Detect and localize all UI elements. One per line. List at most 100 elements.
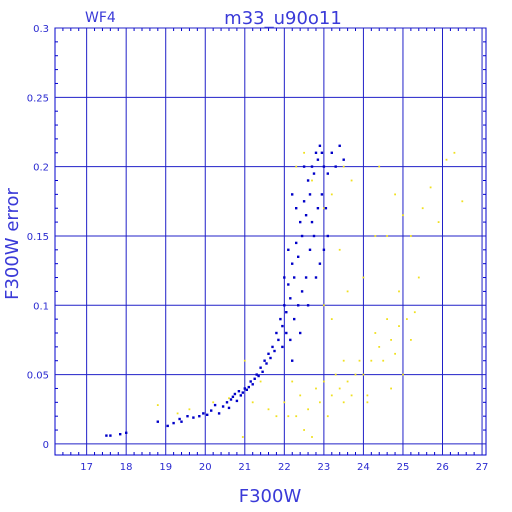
data-point-yellow	[212, 401, 215, 404]
data-point-blue	[322, 248, 326, 251]
data-point-blue	[297, 304, 300, 307]
data-point-blue	[186, 415, 189, 418]
data-point-yellow	[406, 318, 408, 320]
data-point-blue	[251, 383, 254, 386]
y-tick-label: 0.15	[27, 232, 49, 243]
data-point-blue	[192, 416, 195, 419]
data-point-blue	[257, 374, 260, 378]
data-point-yellow	[358, 359, 361, 362]
data-point-yellow	[366, 394, 369, 397]
data-point-blue	[306, 304, 310, 307]
data-point-yellow	[299, 394, 302, 397]
data-point-yellow	[366, 401, 369, 404]
tick-labels: 17 18 19 20 21 22 23 24 25 26 27 0 0.05 0.1 0.15 0.2 0.2…	[27, 24, 489, 473]
data-point-yellow	[303, 429, 305, 431]
x-tick-label: 25	[397, 462, 410, 473]
data-point-blue	[235, 399, 239, 403]
data-point-yellow	[421, 207, 424, 210]
data-point-yellow	[370, 359, 373, 362]
data-point-blue	[293, 276, 296, 279]
data-point-yellow	[398, 325, 400, 327]
data-point-blue	[221, 405, 225, 408]
data-point-blue	[302, 165, 306, 168]
data-point-blue	[210, 409, 213, 412]
x-axis-title: F300W	[239, 486, 302, 507]
data-point-blue	[291, 359, 294, 362]
data-point-blue	[326, 172, 329, 175]
data-point-yellow	[342, 165, 345, 168]
x-tick-label: 23	[318, 462, 331, 473]
data-point-blue	[265, 362, 268, 365]
data-point-yellow	[315, 387, 317, 390]
data-point-blue	[320, 151, 324, 154]
data-point-blue	[172, 421, 175, 425]
data-point-yellow	[378, 165, 381, 168]
data-point-yellow	[398, 290, 400, 293]
data-point-blue	[245, 388, 248, 391]
data-point-blue	[299, 220, 302, 224]
data-point-blue	[198, 415, 201, 418]
data-point-yellow	[275, 415, 278, 418]
data-point-yellow	[402, 214, 404, 217]
data-point-yellow	[259, 380, 262, 383]
data-point-blue	[297, 255, 300, 258]
data-point-yellow	[176, 412, 179, 415]
data-point-yellow	[346, 380, 349, 383]
y-tick-label: 0.2	[33, 163, 49, 174]
data-point-yellow	[311, 436, 313, 438]
y-axis-title: F300W error	[2, 188, 23, 300]
data-point-yellow	[362, 276, 365, 279]
data-point-blue	[300, 290, 304, 293]
data-point-yellow	[374, 332, 377, 334]
x-tick-label: 18	[120, 462, 133, 473]
data-point-yellow	[334, 373, 337, 376]
data-point-yellow	[382, 359, 385, 362]
data-point-yellow	[394, 352, 396, 355]
data-point-blue	[237, 390, 241, 393]
data-point-blue	[217, 412, 221, 415]
data-point-yellow	[394, 193, 396, 196]
data-point-blue	[206, 413, 209, 416]
data-point-yellow	[267, 408, 270, 411]
data-point-blue	[156, 420, 159, 423]
data-point-blue	[249, 380, 252, 383]
data-point-blue	[285, 331, 288, 335]
data-point-blue	[287, 283, 290, 286]
data-point-blue	[306, 179, 310, 182]
data-point-blue	[310, 165, 314, 168]
data-point-yellow	[319, 401, 321, 404]
data-point-blue	[178, 417, 181, 421]
data-point-yellow	[402, 373, 404, 376]
plot-frame	[54, 27, 487, 456]
data-point-yellow	[386, 318, 388, 320]
data-point-yellow	[386, 235, 388, 237]
data-point-blue	[271, 345, 274, 349]
data-point-blue	[269, 356, 272, 360]
data-point-blue	[281, 324, 284, 328]
data-point-blue	[312, 172, 316, 175]
data-point-yellow	[350, 394, 353, 397]
data-point-blue	[213, 403, 217, 407]
y-tick-label: 0	[43, 440, 49, 451]
data-point-yellow	[350, 179, 353, 182]
x-tick-label: 19	[159, 462, 172, 473]
data-point-blue	[263, 359, 266, 362]
data-point-blue	[295, 207, 298, 210]
data-point-blue	[267, 352, 270, 355]
data-point-yellow	[330, 193, 333, 196]
data-point-yellow	[311, 179, 313, 182]
data-point-yellow	[188, 408, 191, 411]
data-point-blue	[314, 276, 318, 279]
data-point-blue	[326, 234, 329, 238]
data-point-blue	[304, 214, 308, 217]
data-point-blue	[312, 234, 316, 238]
data-point-blue	[243, 387, 246, 390]
data-point-blue	[291, 262, 294, 265]
data-point-yellow	[453, 151, 456, 154]
data-point-blue	[318, 144, 322, 147]
data-point-yellow	[378, 346, 381, 348]
data-point-blue	[255, 373, 258, 376]
data-point-yellow	[295, 165, 298, 168]
data-point-yellow	[291, 380, 294, 383]
data-point-yellow	[323, 207, 325, 210]
